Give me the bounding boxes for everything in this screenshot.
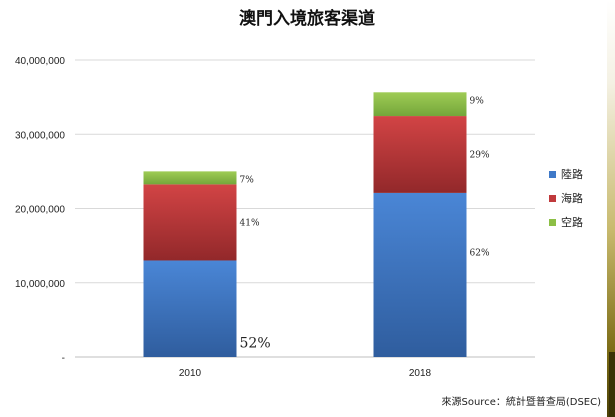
y-tick-label: 10,000,000 (15, 279, 65, 290)
bar-1-0 (143, 184, 237, 261)
bar-0-1 (373, 192, 467, 357)
y-tick-label: 40,000,000 (15, 56, 65, 67)
data-label: 29% (470, 150, 490, 160)
x-tick-label: 2010 (179, 368, 202, 379)
bar-1-1 (373, 116, 467, 193)
y-tick-label: 20,000,000 (15, 205, 65, 216)
bar-0-0 (143, 260, 237, 357)
legend-swatch (549, 171, 556, 178)
legend-label: 空路 (561, 215, 583, 229)
chart-title: 澳門入境旅客渠道 (239, 8, 375, 29)
y-axis-ticks: - 10,000,000 20,000,000 30,000,000 40,000,00… (15, 56, 65, 364)
legend-swatch (549, 219, 556, 226)
bar-2-1 (373, 92, 467, 117)
legend-label: 海路 (561, 191, 583, 205)
bar-2-0 (143, 171, 237, 185)
bars (143, 92, 467, 357)
x-tick-label: 2018 (409, 368, 432, 379)
data-label: 41% (240, 218, 260, 228)
data-label: 7% (240, 175, 255, 185)
data-label: 9% (470, 96, 485, 106)
y-tick-label: 30,000,000 (15, 130, 65, 141)
data-labels: 52% 41% 7% 62% 29% 9% (240, 96, 490, 351)
right-edge-decoration-dark (609, 352, 615, 417)
source-note: 來源Source：統計暨普查局(DSEC) (442, 395, 602, 408)
right-edge-decoration (607, 0, 615, 417)
y-tick-label: - (62, 353, 65, 364)
data-label: 52% (240, 336, 271, 352)
legend-swatch (549, 195, 556, 202)
legend-label: 陸路 (561, 168, 583, 181)
data-label: 62% (470, 248, 490, 258)
x-axis-ticks: 2010 2018 (179, 368, 432, 379)
